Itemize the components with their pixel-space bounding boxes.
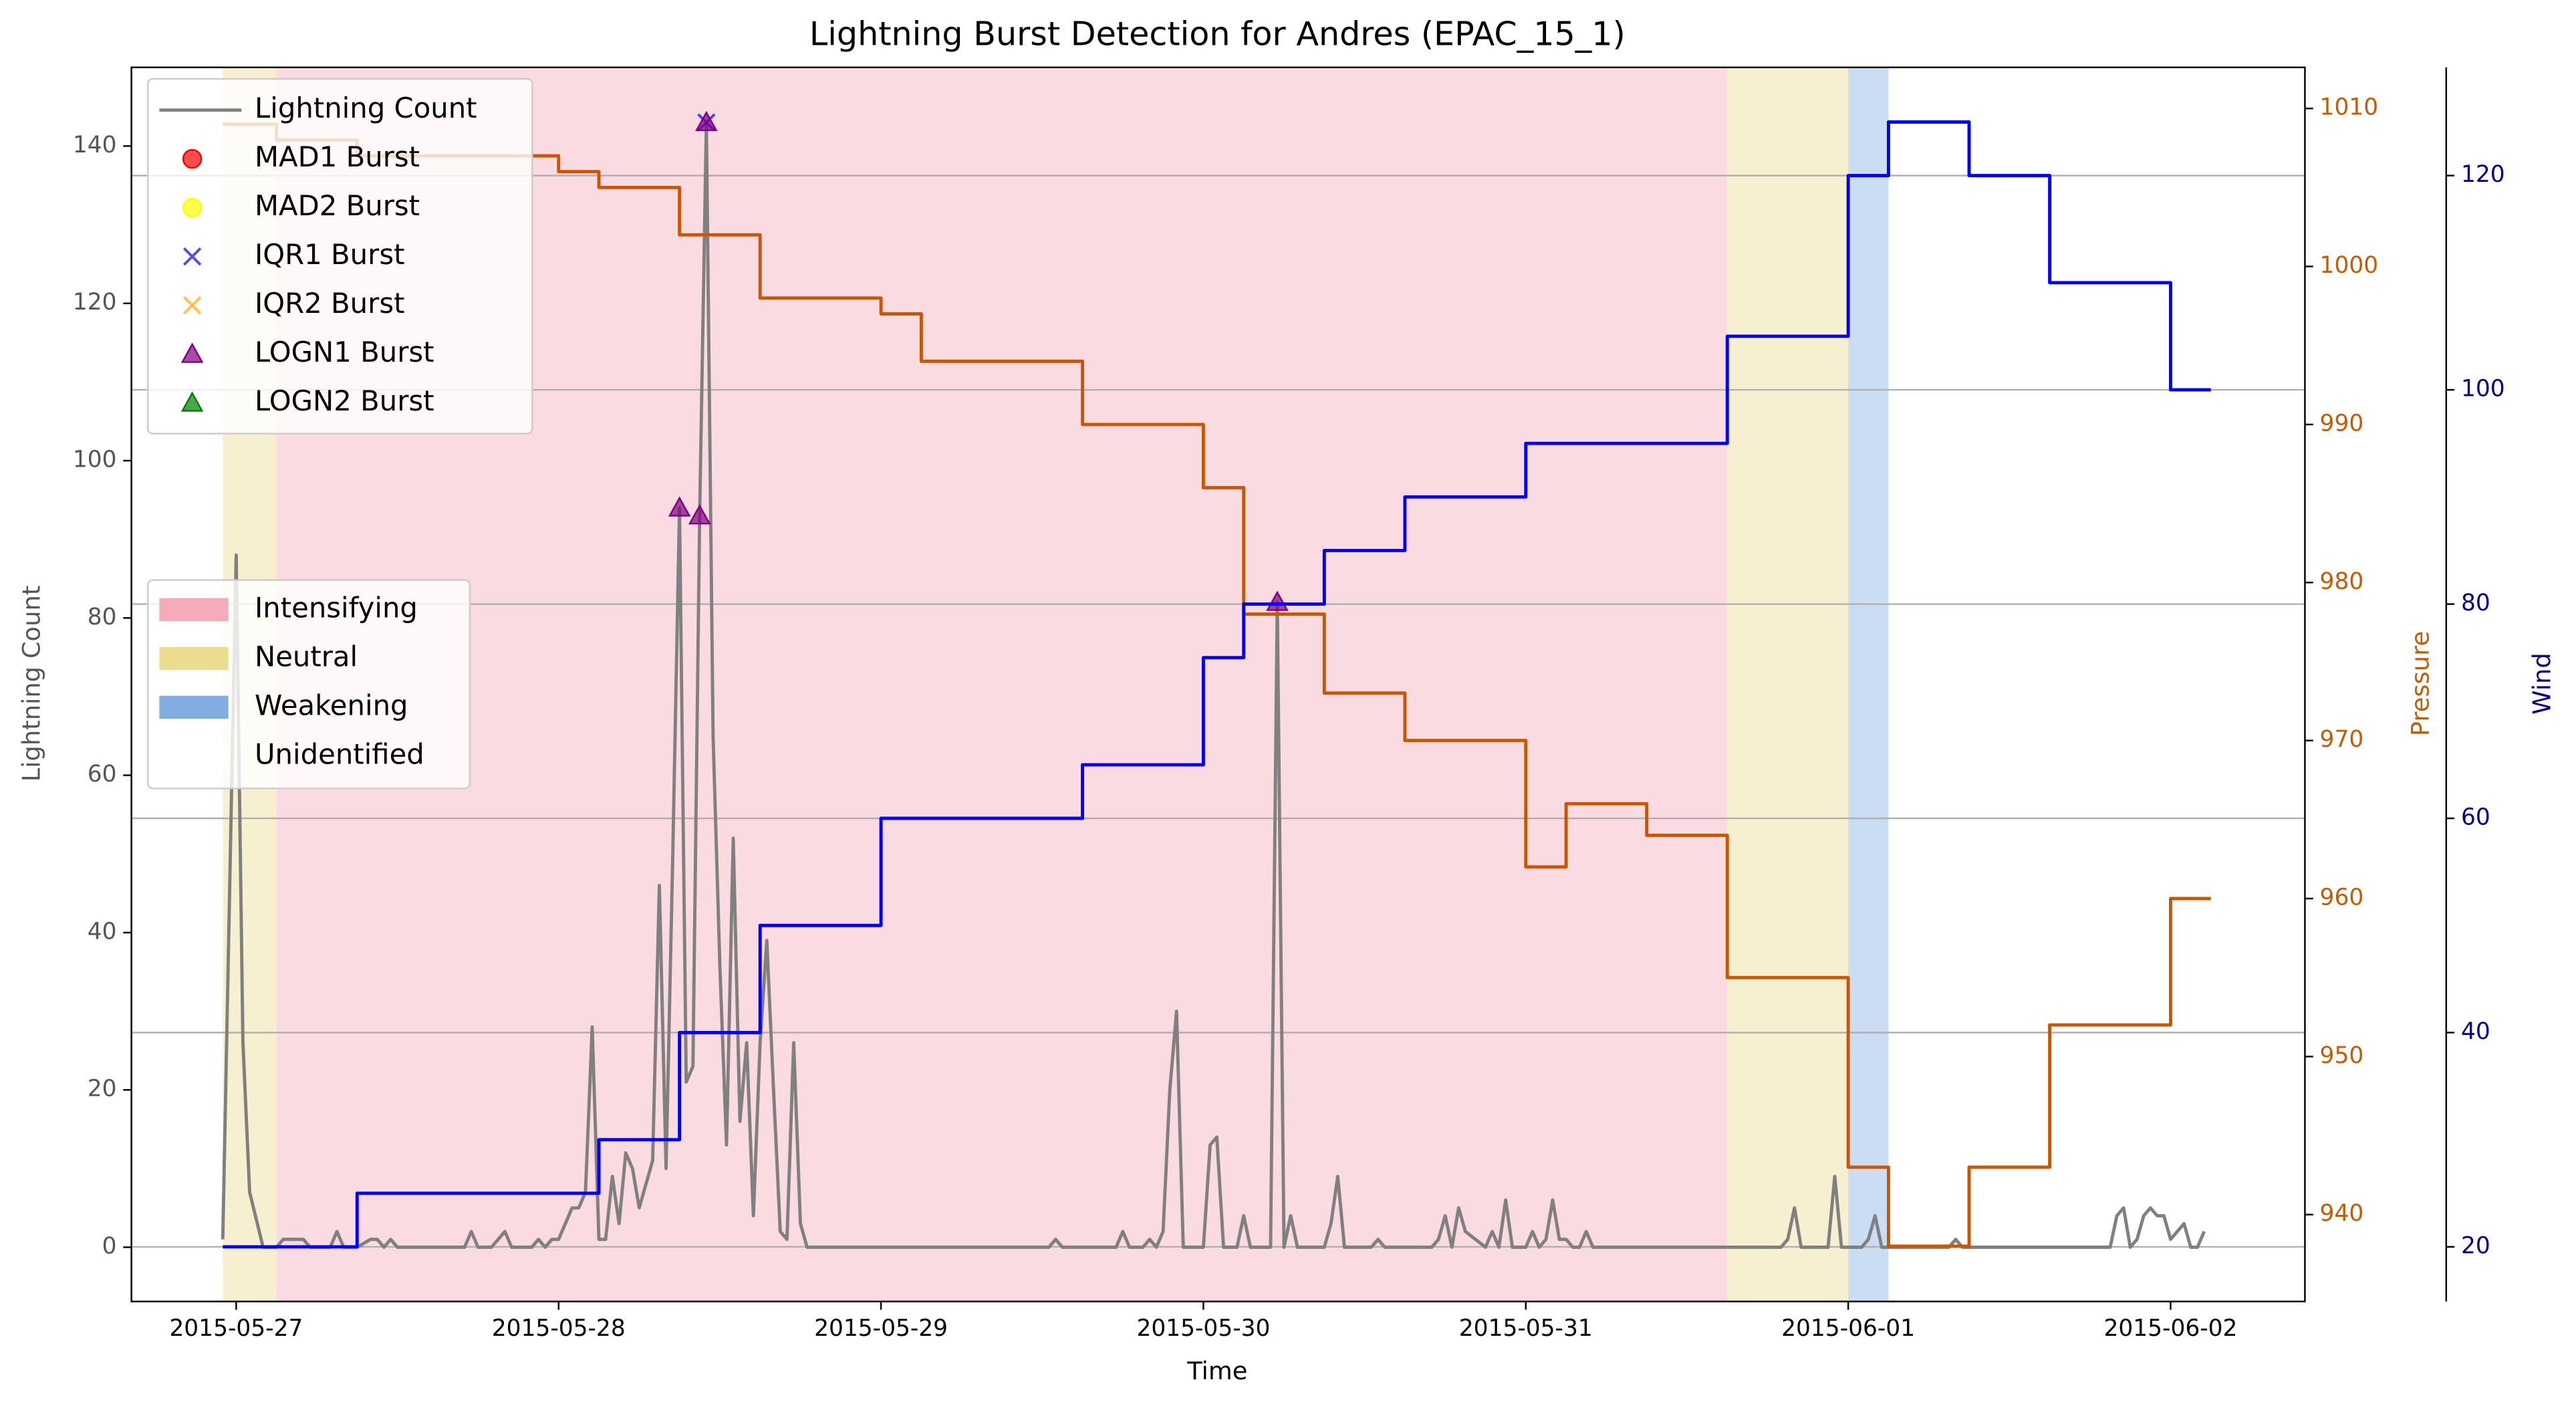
y3-tick-label: 100 (2461, 376, 2505, 402)
y-tick-label: 100 (73, 447, 117, 473)
y3-tick-label: 40 (2461, 1018, 2490, 1045)
y2-tick-label: 1000 (2320, 252, 2379, 279)
y3-tick-label: 60 (2461, 804, 2490, 831)
legend-swatch (159, 695, 229, 719)
chart-title: Lightning Burst Detection for Andres (EP… (809, 15, 1626, 53)
legend-label: Lightning Count (255, 92, 477, 124)
marker-triangle (694, 110, 718, 132)
y-tick-label: 40 (88, 918, 117, 945)
series-line (221, 120, 2206, 1249)
y-tick-label: 140 (73, 132, 117, 158)
x-tick-label: 2015-05-31 (1459, 1315, 1593, 1342)
y2-tick-label: 990 (2320, 410, 2364, 437)
legend-swatch (159, 647, 229, 671)
phase-span (1848, 67, 1889, 1302)
y2-tick-label: 970 (2320, 726, 2364, 753)
phase-span (1727, 67, 1849, 1302)
marker-triangle (180, 391, 204, 412)
y2-tick-label: 960 (2320, 884, 2364, 911)
y2-axis-label: Pressure (2406, 631, 2434, 736)
y-axis-label: Lightning Count (17, 586, 46, 782)
y3-tick-label: 20 (2461, 1232, 2490, 1259)
x-tick-label: 2015-05-29 (814, 1315, 948, 1342)
legend-label: Intensifying (255, 591, 418, 624)
marker-triangle (180, 342, 204, 363)
y2-tick-label: 1010 (2320, 94, 2379, 121)
plot-frame (130, 66, 2306, 1302)
legend-label: IQR2 Burst (255, 287, 404, 320)
y-tick-label: 20 (88, 1076, 117, 1102)
marker-circle (182, 197, 203, 218)
marker-x (182, 296, 202, 315)
legend-label: LOGN1 Burst (255, 336, 434, 368)
legend-box (146, 579, 471, 790)
y-tick-label: 120 (73, 289, 117, 316)
legend-label: LOGN2 Burst (255, 384, 434, 417)
x-tick-label: 2015-05-27 (169, 1315, 303, 1342)
legend-label: MAD1 Burst (255, 140, 420, 173)
series-line (223, 120, 2211, 1249)
y3-tick-label: 120 (2461, 161, 2505, 188)
marker-x (182, 247, 202, 266)
x-axis-label: Time (1186, 1357, 1247, 1385)
x-tick-label: 2015-05-30 (1136, 1315, 1270, 1342)
y2-tick-label: 980 (2320, 568, 2364, 595)
x-tick-label: 2015-05-28 (492, 1315, 626, 1342)
series-line (223, 122, 2211, 1248)
legend-swatch (159, 744, 229, 768)
legend-label: Unidentified (255, 737, 424, 770)
legend-label: Weakening (255, 689, 408, 721)
legend-label: Neutral (255, 640, 358, 673)
y2-tick-label: 940 (2320, 1200, 2364, 1227)
x-tick-label: 2015-06-02 (2103, 1315, 2237, 1342)
y3-axis-label: Wind (2527, 653, 2556, 715)
y2-tick-label: 950 (2320, 1042, 2364, 1069)
y3-tick-label: 80 (2461, 590, 2490, 616)
y-tick-label: 0 (102, 1233, 117, 1260)
y-tick-label: 80 (88, 604, 117, 630)
marker-triangle (688, 504, 711, 525)
legend-label: IQR1 Burst (255, 238, 404, 271)
y-tick-label: 60 (88, 761, 117, 788)
legend-label: MAD2 Burst (255, 189, 420, 222)
marker-circle (182, 148, 203, 169)
legend-box (146, 78, 533, 435)
marker-triangle (668, 496, 691, 517)
x-tick-label: 2015-06-01 (1781, 1315, 1915, 1342)
legend-swatch (159, 598, 229, 622)
